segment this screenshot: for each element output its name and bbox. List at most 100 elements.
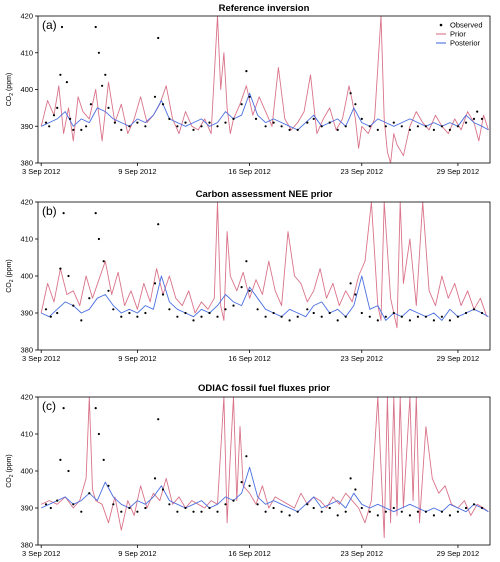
observed-point	[49, 315, 52, 318]
observed-point	[424, 125, 427, 128]
observed-point	[272, 311, 275, 315]
observed-point	[104, 73, 107, 76]
observed-point	[88, 492, 91, 495]
observed-point	[200, 510, 203, 513]
observed-point	[349, 92, 352, 95]
observed-point	[107, 106, 110, 109]
y-label-subscript: 2	[9, 279, 15, 282]
observed-point	[392, 506, 395, 510]
observed-point	[448, 128, 451, 131]
observed-point	[272, 506, 275, 510]
observed-point	[306, 121, 309, 124]
panel-title: Reference inversion	[219, 3, 310, 14]
observed-point	[432, 319, 435, 322]
observed-point	[472, 117, 476, 120]
observed-point	[102, 458, 105, 461]
observed-point	[336, 514, 339, 517]
observed-point	[157, 223, 160, 226]
observed-point	[256, 308, 259, 311]
observed-point	[56, 106, 59, 109]
observed-point	[476, 110, 479, 113]
observed-point	[184, 311, 187, 315]
observed-point	[354, 103, 357, 106]
posterior-line	[41, 275, 489, 321]
y-tick-label: 410	[20, 48, 33, 57]
observed-point	[224, 503, 227, 506]
observed-point	[392, 121, 395, 124]
observed-point	[384, 315, 387, 318]
observed-point	[97, 237, 100, 241]
observed-point	[248, 484, 251, 487]
x-tick-label: 9 Sep 2012	[118, 354, 156, 363]
y-label-unit: (ppm)	[6, 454, 13, 474]
observed-point	[464, 311, 468, 315]
y-tick-label: 400	[20, 85, 33, 94]
panel-label: (a)	[42, 18, 57, 32]
observed-point	[312, 117, 315, 120]
observed-point	[49, 506, 52, 510]
observed-point	[192, 510, 195, 513]
observed-point	[157, 36, 160, 40]
observed-point	[136, 510, 139, 513]
observed-point	[424, 315, 427, 318]
observed-point	[168, 117, 171, 120]
plot-frame	[37, 396, 491, 546]
observed-point	[176, 125, 179, 128]
x-tick-label: 23 Sep 2012	[340, 354, 383, 363]
observed-point	[360, 311, 363, 315]
observed-point	[62, 407, 65, 410]
observed-point	[208, 311, 211, 315]
observed-point	[120, 128, 123, 131]
series-observed	[44, 25, 484, 131]
observed-point	[44, 503, 48, 506]
observed-point	[176, 510, 179, 513]
observed-point	[65, 81, 68, 84]
y-tick-label: 420	[20, 198, 33, 207]
observed-point	[102, 260, 105, 263]
observed-point	[384, 125, 387, 128]
y-tick-label: 420	[20, 393, 33, 402]
observed-point	[320, 510, 323, 513]
observed-point	[94, 212, 97, 215]
y-tick-label: 400	[20, 272, 33, 281]
observed-point	[336, 319, 339, 322]
observed-point	[144, 311, 147, 315]
observed-point	[192, 319, 195, 322]
observed-point	[161, 103, 165, 106]
prior-line	[41, 397, 489, 539]
observed-point	[440, 315, 443, 318]
observed-point	[320, 125, 323, 128]
panel-a: Reference inversion 380 390 400 410 420 CO2 (p…	[6, 3, 491, 176]
legend-label-posterior: Posterior	[450, 39, 481, 48]
observed-point	[400, 315, 403, 318]
observed-point	[240, 286, 243, 289]
observed-point	[232, 304, 235, 307]
panel-title: ODIAC fossil fuel fluxes prior	[198, 383, 330, 394]
observed-point	[349, 477, 352, 480]
observed-point	[176, 315, 179, 318]
observed-point	[88, 297, 91, 300]
observed-point	[312, 311, 315, 315]
y-tick-label: 380	[20, 346, 33, 355]
observed-point	[60, 25, 64, 29]
observed-point	[72, 128, 75, 131]
observed-point	[168, 308, 171, 311]
panel-title: Carbon assessment NEE prior	[196, 189, 333, 200]
legend-label-observed: Observed	[450, 21, 483, 30]
panel-b: Carbon assessment NEE prior 380 390 400 410 4…	[6, 189, 491, 363]
observed-point	[344, 315, 347, 318]
observed-point	[480, 311, 484, 315]
observed-point	[44, 121, 48, 124]
observed-point	[80, 128, 83, 131]
posterior-line	[41, 92, 489, 131]
observed-point	[240, 103, 243, 106]
observed-point	[456, 125, 459, 128]
series-prior	[40, 16, 489, 163]
observed-point	[94, 407, 97, 410]
observed-point	[59, 73, 62, 76]
observed-point	[408, 319, 411, 322]
observed-point	[432, 128, 435, 131]
observed-point	[67, 469, 70, 473]
observed-point	[328, 506, 331, 510]
observed-point	[200, 125, 203, 128]
